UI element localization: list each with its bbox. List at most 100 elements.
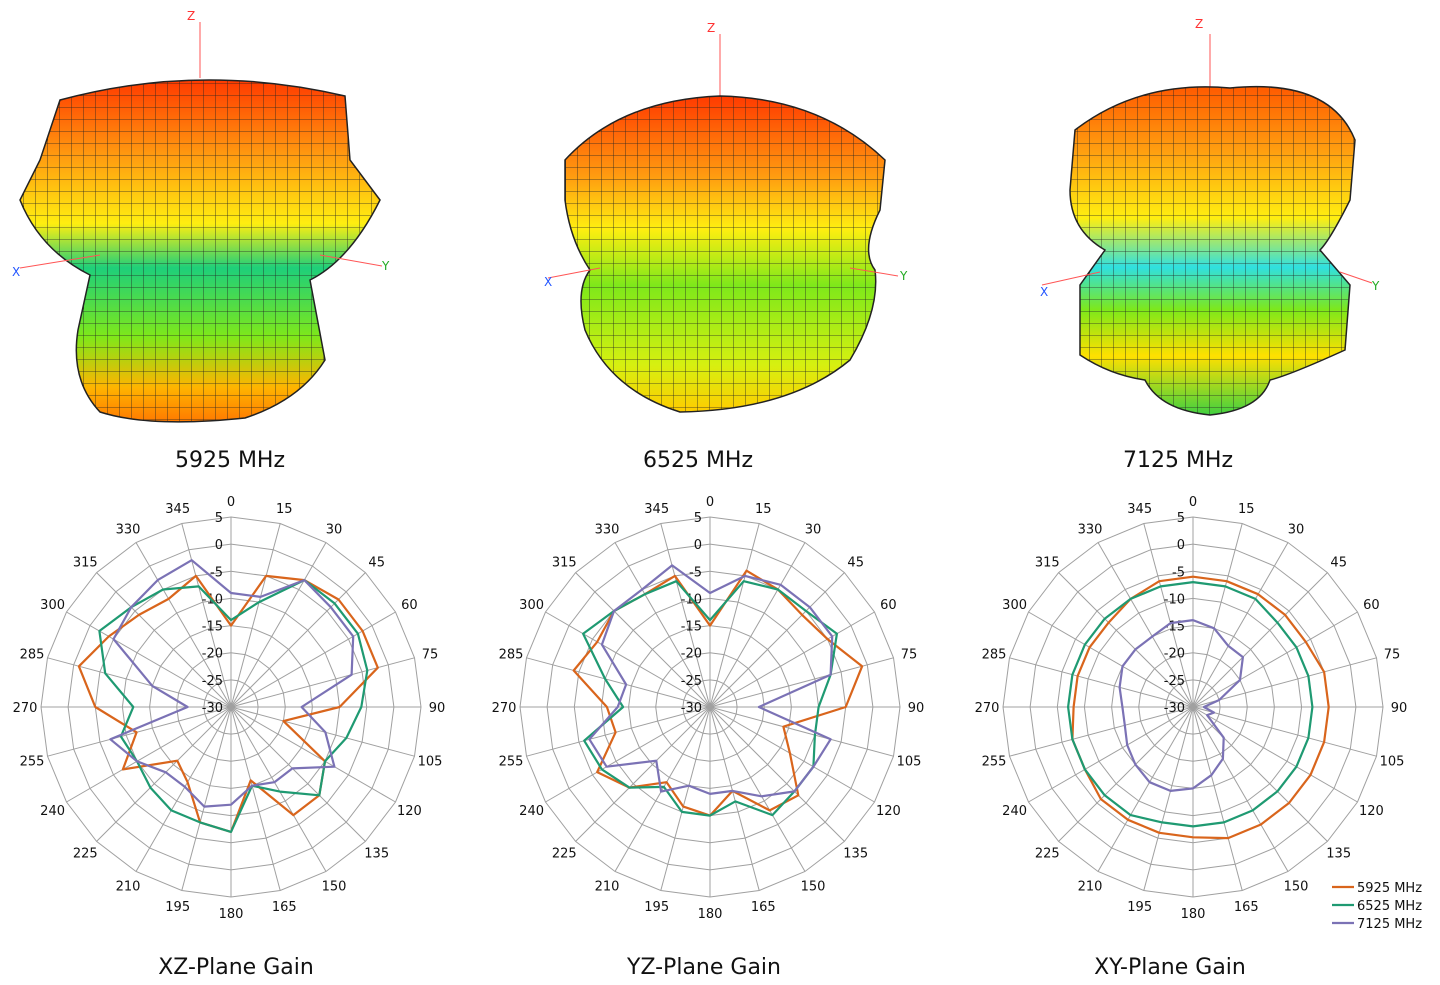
angle-tick-label: 270	[13, 701, 38, 716]
angle-tick-label: 105	[418, 754, 443, 769]
angle-tick-label: 105	[1380, 754, 1405, 769]
frequency-label-6525: 6525 MHz	[642, 448, 754, 473]
angle-tick-label: 195	[644, 900, 669, 915]
angle-tick-label: 30	[326, 523, 343, 538]
angle-tick-label: 300	[519, 598, 544, 613]
angle-tick-label: 240	[519, 804, 544, 819]
grid-spoke	[66, 611, 232, 708]
grid-spoke	[230, 542, 327, 708]
grid-spoke	[526, 657, 711, 708]
angle-tick-label: 300	[1002, 598, 1027, 613]
angle-tick-label: 255	[20, 754, 45, 769]
grid-spoke	[47, 706, 232, 757]
angle-tick-label: 30	[805, 523, 822, 538]
radial-tick-label: -5	[689, 565, 702, 580]
chart-title-xy: XY-Plane Gain	[1094, 955, 1246, 980]
grid-spoke	[230, 706, 281, 891]
grid-spoke	[614, 542, 711, 708]
pattern-3d-5925: Z X Y	[12, 9, 390, 423]
x-axis-label: X	[544, 275, 552, 289]
chart-title-xz: XZ-Plane Gain	[158, 955, 314, 980]
angle-tick-label: 15	[755, 502, 772, 517]
grid-spoke	[230, 706, 366, 842]
grid-spoke	[1097, 542, 1194, 708]
series-line	[1066, 580, 1314, 828]
grid-spoke	[660, 706, 711, 891]
grid-spoke	[96, 572, 232, 708]
grid-spoke	[1058, 706, 1194, 842]
radial-tick-label: -10	[1164, 592, 1185, 607]
angle-tick-label: 285	[499, 648, 524, 663]
series-line	[98, 578, 369, 834]
grid-spoke	[135, 542, 232, 708]
angle-tick-label: 270	[975, 701, 1000, 716]
angle-tick-label: 240	[1002, 804, 1027, 819]
angle-tick-label: 30	[1288, 523, 1305, 538]
grid-spoke	[1192, 572, 1328, 708]
pattern-3d-7125: Z X Y	[1040, 17, 1380, 416]
angle-tick-label: 195	[1127, 900, 1152, 915]
grid-spoke	[1192, 523, 1243, 708]
grid-spoke	[545, 706, 711, 803]
angle-tick-label: 45	[368, 555, 385, 570]
grid-spoke	[1192, 706, 1358, 803]
angle-tick-label: 60	[880, 598, 897, 613]
radial-tick-label: -5	[210, 565, 223, 580]
radial-tick-label: -30	[202, 701, 223, 716]
z-axis-label: Z	[707, 21, 715, 35]
y-axis-label: Y	[1371, 279, 1380, 293]
angle-tick-label: 105	[897, 754, 922, 769]
frequency-label-7125: 7125 MHz	[1122, 448, 1234, 473]
angle-tick-label: 240	[40, 804, 65, 819]
y-axis-label: Y	[899, 269, 908, 283]
angle-tick-label: 255	[499, 754, 524, 769]
radial-tick-label: -5	[1172, 565, 1185, 580]
grid-spoke	[1192, 657, 1377, 708]
grid-spoke	[526, 706, 711, 757]
legend-label: 5925 MHz	[1357, 881, 1422, 896]
grid-spoke	[575, 706, 711, 842]
grid-spoke	[709, 657, 894, 708]
grid-spoke	[1028, 706, 1194, 803]
grid-spoke	[135, 706, 232, 872]
radial-tick-label: 0	[1177, 538, 1185, 553]
angle-tick-label: 75	[901, 648, 918, 663]
angle-tick-label: 60	[1363, 598, 1380, 613]
chart-title-yz: YZ-Plane Gain	[627, 955, 781, 980]
radial-tick-label: 0	[694, 538, 702, 553]
radial-tick-label: 0	[215, 538, 223, 553]
grid-spoke	[575, 572, 711, 708]
grid-spoke	[1192, 706, 1328, 842]
series-line	[1071, 575, 1330, 840]
angle-tick-label: 0	[227, 495, 235, 510]
angle-tick-label: 75	[1384, 648, 1401, 663]
angle-tick-label: 210	[116, 879, 141, 894]
angle-tick-label: 285	[20, 648, 45, 663]
angle-tick-label: 270	[492, 701, 517, 716]
grid-spoke	[181, 523, 232, 708]
grid-spoke	[545, 611, 711, 708]
angle-tick-label: 15	[1238, 502, 1255, 517]
radial-tick-label: -20	[681, 647, 702, 662]
z-axis-label: Z	[187, 9, 195, 23]
radial-tick-label: 5	[215, 511, 223, 526]
grid-spoke	[1192, 706, 1377, 757]
angle-tick-label: 330	[1078, 523, 1103, 538]
grid-spoke	[230, 706, 396, 803]
angle-tick-label: 225	[552, 847, 577, 862]
x-axis-label: X	[1040, 285, 1048, 299]
grid-spoke	[1192, 706, 1289, 872]
grid-spoke	[1143, 523, 1194, 708]
grid-spoke	[1192, 611, 1358, 708]
grid-spoke	[1143, 706, 1194, 891]
angle-tick-label: 90	[908, 701, 925, 716]
radial-tick-label: 5	[1177, 511, 1185, 526]
grid-spoke	[230, 657, 415, 708]
grid-spoke	[1097, 706, 1194, 872]
radial-tick-label: -20	[202, 647, 223, 662]
angle-tick-label: 90	[429, 701, 446, 716]
angle-tick-label: 0	[706, 495, 714, 510]
angle-tick-label: 255	[982, 754, 1007, 769]
grid-spoke	[230, 523, 281, 708]
